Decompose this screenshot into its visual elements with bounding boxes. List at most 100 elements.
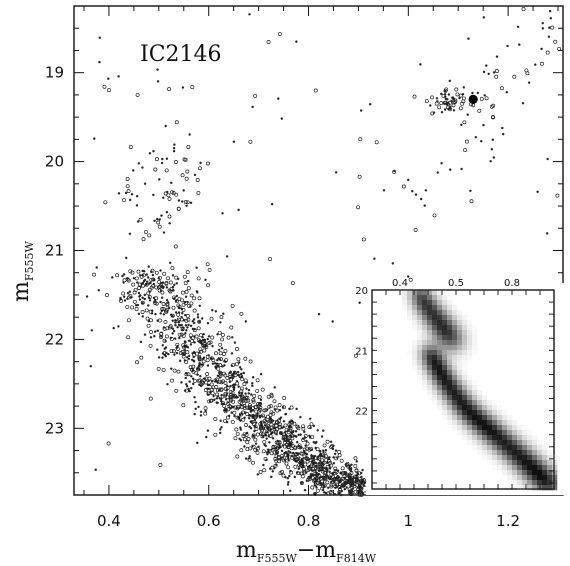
data-point xyxy=(361,468,364,472)
data-point xyxy=(439,101,444,106)
data-point xyxy=(290,441,293,444)
density-cell xyxy=(427,300,433,306)
data-point xyxy=(446,102,450,107)
data-point xyxy=(235,406,240,411)
density-cell xyxy=(432,360,438,366)
data-point xyxy=(174,324,177,327)
data-point xyxy=(210,391,215,396)
data-point xyxy=(293,446,297,451)
density-cell xyxy=(507,470,513,476)
density-cell xyxy=(497,405,503,411)
data-point xyxy=(317,455,320,459)
data-point xyxy=(290,436,295,441)
data-point xyxy=(324,454,328,459)
density-cell xyxy=(472,390,478,396)
density-cell xyxy=(482,430,488,436)
data-point xyxy=(188,133,191,136)
data-point xyxy=(149,330,153,334)
density-cell xyxy=(482,395,488,401)
density-cell xyxy=(452,335,458,341)
data-point xyxy=(260,425,265,430)
data-point xyxy=(181,403,186,408)
density-cell xyxy=(497,450,503,456)
data-point xyxy=(156,366,161,371)
density-cell xyxy=(497,430,503,436)
data-point xyxy=(234,362,239,367)
density-cell xyxy=(472,400,478,406)
data-point xyxy=(251,434,255,437)
data-point xyxy=(192,328,197,333)
data-point xyxy=(358,487,363,492)
data-point xyxy=(289,489,292,492)
data-point xyxy=(240,377,245,382)
data-point xyxy=(283,423,288,428)
data-point xyxy=(143,293,146,297)
density-cell xyxy=(437,365,443,371)
data-point xyxy=(291,451,295,455)
data-point xyxy=(202,348,207,353)
data-point xyxy=(282,420,286,423)
data-point xyxy=(466,113,469,116)
data-point xyxy=(178,359,182,362)
data-point xyxy=(126,297,129,300)
density-cell xyxy=(452,315,458,321)
data-point xyxy=(251,460,256,465)
data-point xyxy=(152,149,155,153)
data-point xyxy=(162,285,165,289)
density-cell xyxy=(532,470,538,476)
data-point xyxy=(175,294,178,298)
density-cell xyxy=(432,315,438,321)
data-point xyxy=(295,455,300,460)
density-cell xyxy=(462,390,468,396)
y-tick-label: 22 xyxy=(45,330,64,348)
density-cell xyxy=(472,325,478,331)
data-point xyxy=(300,481,303,485)
density-cell xyxy=(467,425,473,431)
density-cell xyxy=(462,420,468,426)
density-cell xyxy=(472,435,478,441)
data-point xyxy=(185,385,189,388)
data-point xyxy=(289,405,294,410)
density-cell xyxy=(507,440,513,446)
data-point xyxy=(328,470,331,473)
density-cell xyxy=(552,470,558,476)
data-point xyxy=(347,479,351,484)
data-point xyxy=(171,305,176,310)
data-point xyxy=(128,232,132,235)
density-cell xyxy=(452,360,458,366)
data-point xyxy=(162,231,166,234)
density-cell xyxy=(417,345,423,351)
data-point xyxy=(318,454,322,457)
data-point xyxy=(289,469,292,473)
density-cell xyxy=(427,335,433,341)
data-point xyxy=(491,138,494,141)
density-cell xyxy=(477,430,483,436)
data-point xyxy=(484,96,489,101)
data-point xyxy=(240,368,243,371)
data-point xyxy=(139,274,144,279)
density-cell xyxy=(497,425,503,431)
data-point xyxy=(220,426,223,429)
data-point xyxy=(190,358,194,361)
data-point xyxy=(267,450,270,454)
density-cell xyxy=(457,365,463,371)
density-cell xyxy=(497,460,503,466)
data-point xyxy=(189,293,194,298)
data-point xyxy=(506,44,509,48)
data-point xyxy=(167,87,172,92)
density-cell xyxy=(512,470,518,476)
data-point xyxy=(132,169,135,172)
density-cell xyxy=(507,460,513,466)
data-point xyxy=(265,414,270,419)
data-point xyxy=(152,278,156,281)
data-point xyxy=(251,384,254,387)
density-cell xyxy=(417,370,423,376)
data-point xyxy=(287,426,291,429)
data-point xyxy=(295,407,298,411)
data-point xyxy=(150,270,153,273)
data-point xyxy=(258,470,263,474)
density-cell xyxy=(547,475,553,481)
density-cell xyxy=(407,350,413,356)
data-point xyxy=(527,81,531,84)
density-cell xyxy=(472,415,478,421)
